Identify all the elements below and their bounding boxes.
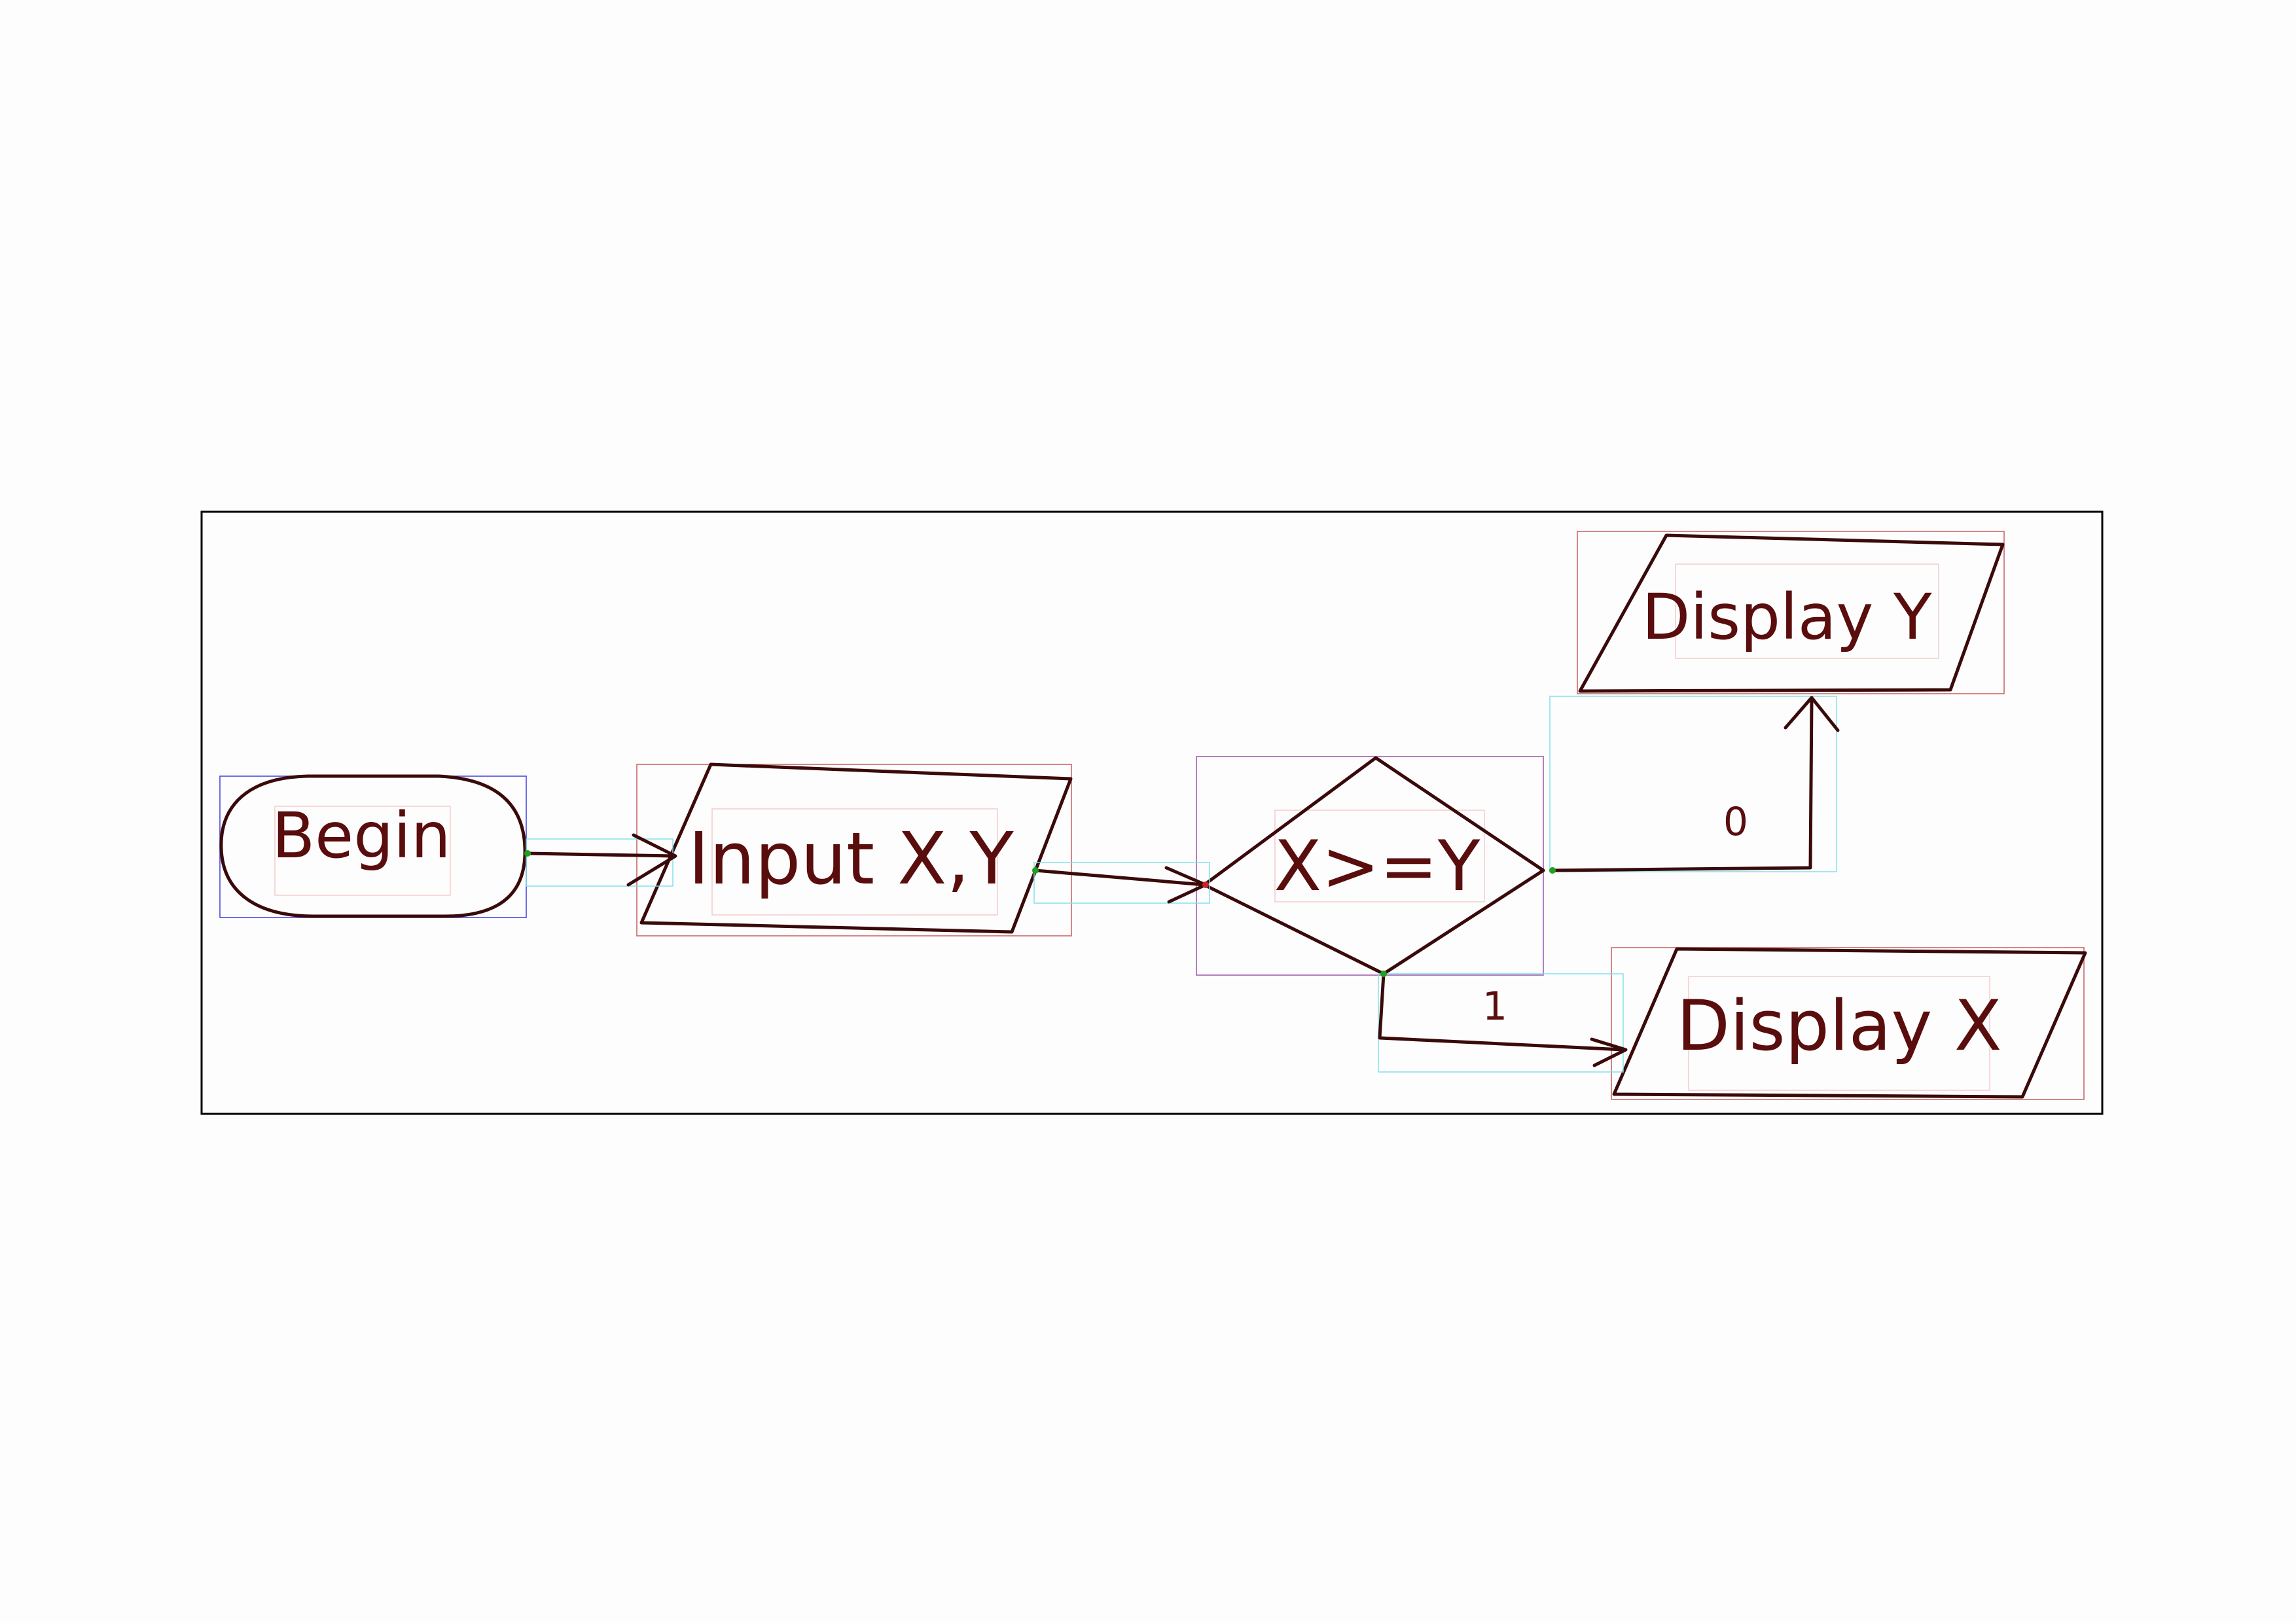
edge-label-0: 0: [1723, 799, 1748, 845]
edge-start-point: [1032, 867, 1039, 874]
node-display-x[interactable]: Display X: [1611, 948, 2085, 1099]
edge-input-to-decision[interactable]: [1032, 863, 1210, 903]
edge-end-point: [1202, 882, 1209, 888]
edge-begin-to-input-bbox: [526, 839, 673, 886]
edge-start-point: [524, 850, 531, 857]
edge-label-1: 1: [1482, 984, 1507, 1029]
node-decision[interactable]: X>=Y: [1196, 757, 1543, 975]
edge-decision-to-display-y[interactable]: 0: [1549, 696, 1838, 874]
node-begin[interactable]: Begin: [220, 776, 526, 918]
arrowhead: [628, 835, 675, 885]
node-input[interactable]: Input X,Y: [637, 764, 1071, 936]
edge-line: [1552, 699, 1812, 870]
node-decision-label: X>=Y: [1274, 826, 1480, 906]
node-display-y[interactable]: Display Y: [1577, 531, 2004, 694]
node-begin-label: Begin: [272, 799, 450, 872]
edge-start-point: [1549, 867, 1556, 874]
node-input-label: Input X,Y: [688, 817, 1014, 901]
edge-begin-to-input[interactable]: [524, 835, 675, 886]
node-display-y-label: Display Y: [1641, 580, 1931, 654]
edge-start-point: [1380, 971, 1387, 977]
edge-decision-to-display-y-bbox: [1550, 696, 1837, 872]
node-display-x-label: Display X: [1676, 986, 2001, 1066]
edge-decision-to-display-x[interactable]: 1: [1378, 971, 1626, 1072]
edge-line: [528, 853, 674, 856]
arrowhead: [1592, 1039, 1626, 1065]
